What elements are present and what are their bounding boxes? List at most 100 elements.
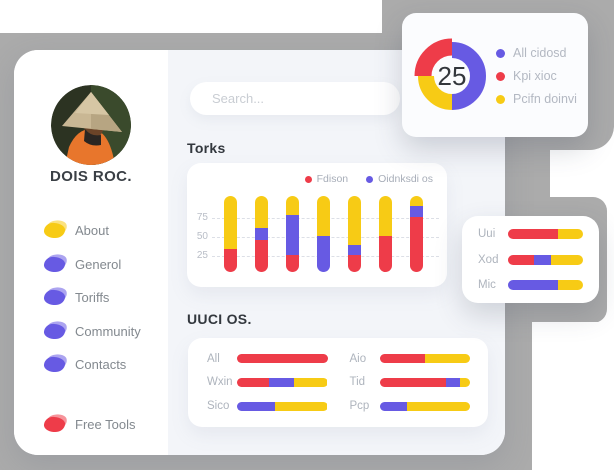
bar-segment-yellow [409,196,423,206]
bar-segment-red [379,377,447,387]
bar-row-label: Sico [207,400,230,413]
sidebar-item-label: Generol [75,256,122,272]
donut-segment [414,38,453,77]
bar-row-track [379,377,471,387]
blob-icon [43,286,69,306]
legend-dot-icon [304,175,312,183]
search-input[interactable] [190,82,400,115]
bar-row: Pcp [350,394,471,418]
bar-row: Xod [478,254,583,266]
sidebar-item-about[interactable]: About [43,214,164,248]
bar-segment-red [223,249,237,272]
sidebar-item-label: Contacts [75,357,127,373]
bar-segment-purple [347,244,361,256]
sidebar-item-toriffs[interactable]: Toriffs [43,281,164,315]
donut-segment [418,75,453,110]
torks-bar [223,196,237,272]
blob-icon [43,319,69,340]
legend-item: Fdison [304,173,349,185]
sidebar-item-label: Toriffs [75,290,110,306]
bg-white-bottom-right [532,322,614,470]
bar-row-track [237,401,328,411]
legend-label: All cidosd [513,46,567,60]
legend-item: Oidnksdi os [366,173,433,185]
sidebar-item-label: Free Tools [75,417,136,433]
bar-row-track [237,354,328,364]
bar-segment-purple [285,215,299,256]
legend-item: All cidosd [496,46,577,60]
bar-segment-red [254,240,268,272]
bar-segment-yellow [550,254,583,265]
donut-segment [451,42,486,110]
sidebar-menu: About Generol Toriffs Community Contacts [43,214,164,382]
bar-segment-red [237,377,269,387]
bar-row-track [379,354,470,364]
bar-segment-red [409,217,423,272]
bar-segment-red [237,354,328,364]
sidebar-item-label: About [75,223,109,239]
blob-icon [43,353,69,373]
profile-name: DOIS ROC. [50,168,132,185]
bar-segment-purple [446,377,461,387]
bar-segment-purple [534,254,551,265]
bar-segment-yellow [254,196,268,228]
legend-label: Fdison [316,173,349,185]
bar-segment-yellow [223,196,237,250]
torks-section-title: Torks [187,140,226,156]
bar-segment-purple [379,401,407,411]
torks-bar [285,196,299,272]
sidebar-item-free-tools[interactable]: Free Tools [43,408,164,442]
side-bars-card: Uui Xod Mic [462,216,599,303]
torks-bar [254,196,268,272]
sidebar-item-contacts[interactable]: Contacts [43,348,164,382]
bar-segment-yellow [378,196,392,236]
bar-segment-red [285,255,299,272]
y-tick-label: 25 [196,250,208,261]
bar-row-label: All [207,352,220,365]
donut-center-value: 25 [437,60,467,91]
torks-bar [378,196,392,272]
bar-row: Uui [478,228,583,240]
bar-row-label: Aio [349,352,367,365]
sidebar-item-community[interactable]: Community [43,315,164,349]
torks-legend: Fdison Oidnksdi os [304,173,433,185]
sidebar-item-generol[interactable]: Generol [43,248,164,282]
bar-segment-purple [409,205,423,218]
torks-chart-card: Fdison Oidnksdi os 75 50 25 [187,163,447,287]
bar-segment-purple [237,401,275,411]
legend-label: Oidnksdi os [378,173,433,185]
bar-row-track [237,377,328,387]
legend-dot-icon [496,71,505,81]
bar-row-track [508,280,583,290]
sidebar-tools: Free Tools [43,408,164,442]
donut-chart: 25 [404,28,500,124]
bar-segment-yellow [424,354,470,364]
sidebar-item-label: Community [75,323,141,339]
torks-bar [409,196,423,272]
legend-dot-icon [496,94,505,104]
y-tick-label: 50 [196,231,208,242]
bar-row-label: Pcp [349,400,370,413]
avatar-image [51,85,131,165]
legend-label: Kpi xioc [513,69,557,83]
bar-segment-yellow [285,196,299,216]
bar-segment-purple [508,280,558,290]
bar-segment-yellow [557,280,583,290]
legend-dot-icon [366,175,374,183]
bar-row-label: Tid [349,376,366,389]
torks-bar [316,196,330,272]
legend-label: Pcifn doinvi [513,92,577,106]
bar-row: Sico [207,394,328,418]
y-tick-label: 75 [196,212,208,223]
donut-card: 25 All cidosd Kpi xioc Pcifn doinvi [402,13,588,137]
bar-segment-yellow [406,401,470,411]
bar-row-label: Uui [478,228,496,240]
search-bar [190,82,400,115]
bar-row-label: Mic [478,279,496,291]
donut-svg [414,38,486,110]
bar-segment-red [508,229,558,239]
bar-row: Mic [478,279,583,291]
bar-segment-red [347,255,361,272]
bar-row-label: Wxin [207,376,233,389]
